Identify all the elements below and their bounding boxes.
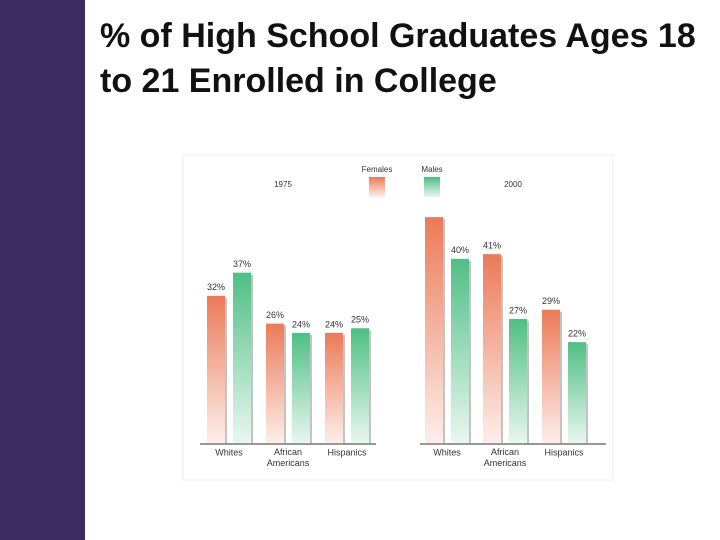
bar xyxy=(351,328,369,444)
value-label: 24% xyxy=(292,319,310,329)
bar-shadow xyxy=(469,260,471,444)
bar xyxy=(483,254,501,444)
slide-title: % of High School Graduates Ages 18 to 21… xyxy=(100,17,696,100)
x-tick-label: Whites xyxy=(433,447,461,457)
x-tick-label: Hispanics xyxy=(544,447,584,457)
bar-shadow xyxy=(251,274,253,444)
bar xyxy=(451,258,469,444)
value-label: 41% xyxy=(483,241,501,251)
bar-shadow xyxy=(284,325,286,444)
value-label: 24% xyxy=(325,319,343,329)
bar xyxy=(425,217,443,444)
value-label: 22% xyxy=(568,329,586,339)
x-tick-label: African Americans xyxy=(484,447,527,468)
bar-shadow xyxy=(443,219,445,444)
bar-shadow xyxy=(560,311,562,444)
bar-shadow xyxy=(501,256,503,444)
bar-shadow xyxy=(343,334,345,444)
group-label: 1975 xyxy=(274,180,292,189)
side-bar xyxy=(0,0,85,540)
legend-label: Males xyxy=(421,165,442,174)
legend-swatch xyxy=(424,177,440,197)
bar xyxy=(207,295,225,444)
value-label: 32% xyxy=(207,282,225,292)
value-label: 40% xyxy=(451,245,469,255)
bar xyxy=(325,332,343,444)
value-label: 29% xyxy=(542,296,560,306)
bar xyxy=(233,272,251,444)
legend-label: Females xyxy=(362,165,393,174)
bar-shadow xyxy=(369,330,371,444)
bar-shadow xyxy=(225,297,227,444)
legend-swatch xyxy=(369,177,385,197)
bar-shadow xyxy=(310,334,312,444)
value-label: 25% xyxy=(351,315,369,325)
group-label: 2000 xyxy=(504,180,522,189)
value-label: 37% xyxy=(233,259,251,269)
bar xyxy=(509,318,527,444)
bar-shadow xyxy=(586,344,588,444)
value-label: 27% xyxy=(509,305,527,315)
x-tick-label: Whites xyxy=(215,447,243,457)
bar xyxy=(542,309,560,444)
bar xyxy=(266,323,284,444)
x-tick-label: Hispanics xyxy=(327,447,367,457)
x-tick-label: African Americans xyxy=(267,447,310,468)
value-label: 26% xyxy=(266,310,284,320)
bar xyxy=(292,332,310,444)
chart-frame xyxy=(182,154,614,481)
bar xyxy=(568,342,586,444)
bar-shadow xyxy=(527,320,529,444)
